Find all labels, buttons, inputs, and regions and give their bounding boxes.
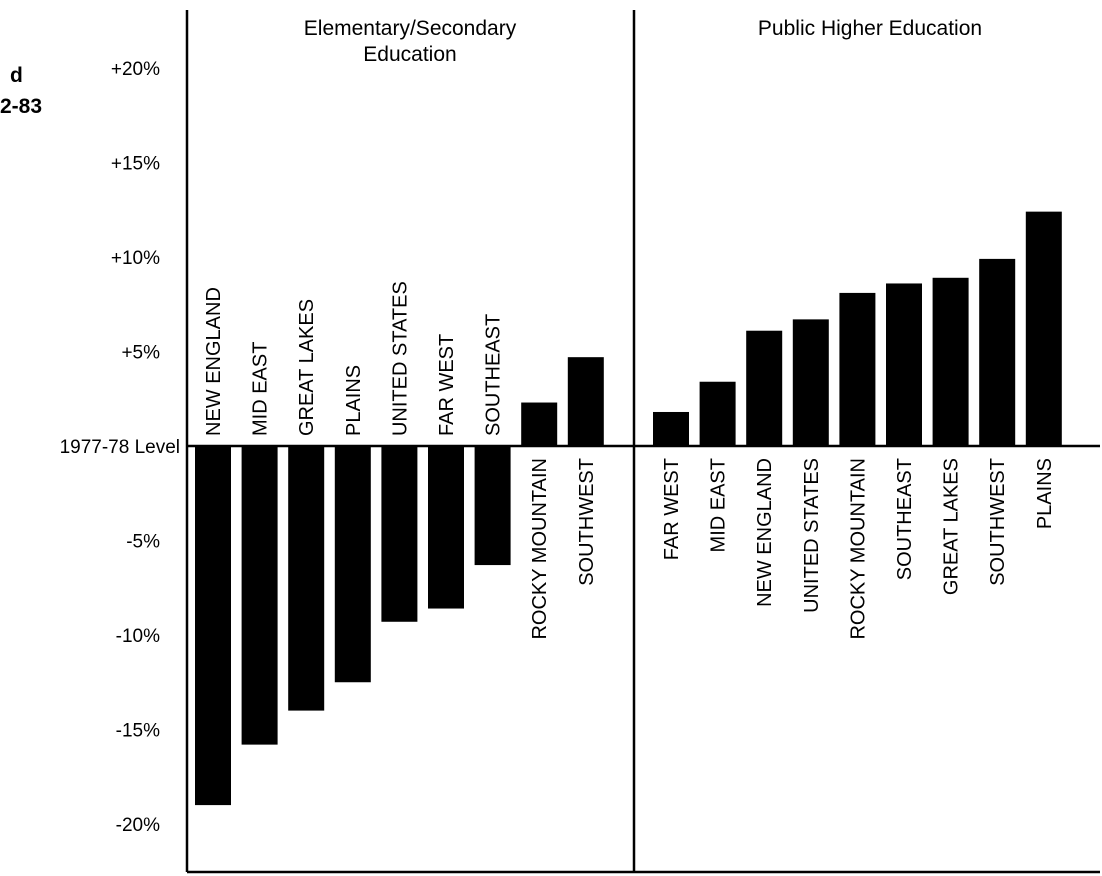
panel-titles: Elementary/Secondary Education Public High… xyxy=(304,17,982,66)
bar xyxy=(699,381,736,446)
bar xyxy=(1025,211,1062,446)
bar xyxy=(792,319,829,446)
bar-category-label: FAR WEST xyxy=(436,334,458,436)
bar xyxy=(428,446,464,609)
bar-category-label: NEW ENGLAND xyxy=(203,287,225,436)
bar xyxy=(195,446,231,806)
bar xyxy=(521,402,558,446)
bar-category-label: ROCKY MOUNTAIN xyxy=(529,458,551,640)
bar xyxy=(474,446,511,566)
y-tick-label: -15% xyxy=(116,721,160,742)
bar xyxy=(241,446,278,745)
y-tick-label: -10% xyxy=(116,626,160,647)
bars xyxy=(195,211,1062,806)
bar-category-label: UNITED STATES xyxy=(801,458,823,613)
bar-category-label: PLAINS xyxy=(1034,458,1056,529)
bar-category-label: SOUTHWEST xyxy=(987,458,1009,586)
title-fragment-2: 2-83 xyxy=(0,95,42,118)
bar-category-label: FAR WEST xyxy=(661,458,683,560)
bar-category-label: UNITED STATES xyxy=(389,281,411,436)
bar xyxy=(979,258,1016,446)
bar-category-label: MID EAST xyxy=(250,342,272,436)
bar xyxy=(839,292,876,446)
bar-category-label: SOUTHEAST xyxy=(894,458,916,580)
bar xyxy=(886,283,922,446)
bar-category-label: GREAT LAKES xyxy=(941,458,963,595)
bar-category-label: MID EAST xyxy=(708,458,730,552)
bar-category-label: PLAINS xyxy=(343,365,365,436)
bar xyxy=(653,411,689,446)
baseline-label: 1977-78 Level xyxy=(60,437,180,458)
bar xyxy=(932,277,969,446)
y-tick-label: -5% xyxy=(126,532,160,553)
panel-title-line: Elementary/Secondary xyxy=(304,17,517,40)
panel-title-line: Education xyxy=(363,43,456,66)
bar-category-label: SOUTHWEST xyxy=(576,458,598,586)
bar xyxy=(746,330,783,446)
bar-category-label: GREAT LAKES xyxy=(296,299,318,436)
bar xyxy=(334,446,371,683)
y-tick-label: +15% xyxy=(111,154,160,175)
title-fragment-1: d xyxy=(10,64,23,87)
bar xyxy=(381,446,418,622)
panel-title-line: Public Higher Education xyxy=(758,17,982,40)
bar xyxy=(288,446,325,711)
bar-category-label: ROCKY MOUNTAIN xyxy=(847,458,869,640)
bar xyxy=(567,357,604,446)
y-tick-label: +20% xyxy=(111,59,160,80)
y-axis-labels: +20% +15% +10% +5% 1977-78 Level -5% -10% -15% -… xyxy=(60,59,180,836)
y-tick-label: +10% xyxy=(111,248,160,269)
bar-category-label: NEW ENGLAND xyxy=(754,458,776,607)
y-tick-label: -20% xyxy=(116,815,160,836)
y-tick-label: +5% xyxy=(121,343,160,364)
bar-labels: NEW ENGLAND MID EAST GREAT LAKES PLAINS UNIT… xyxy=(203,281,1056,639)
bar-category-label: SOUTHEAST xyxy=(483,314,505,436)
